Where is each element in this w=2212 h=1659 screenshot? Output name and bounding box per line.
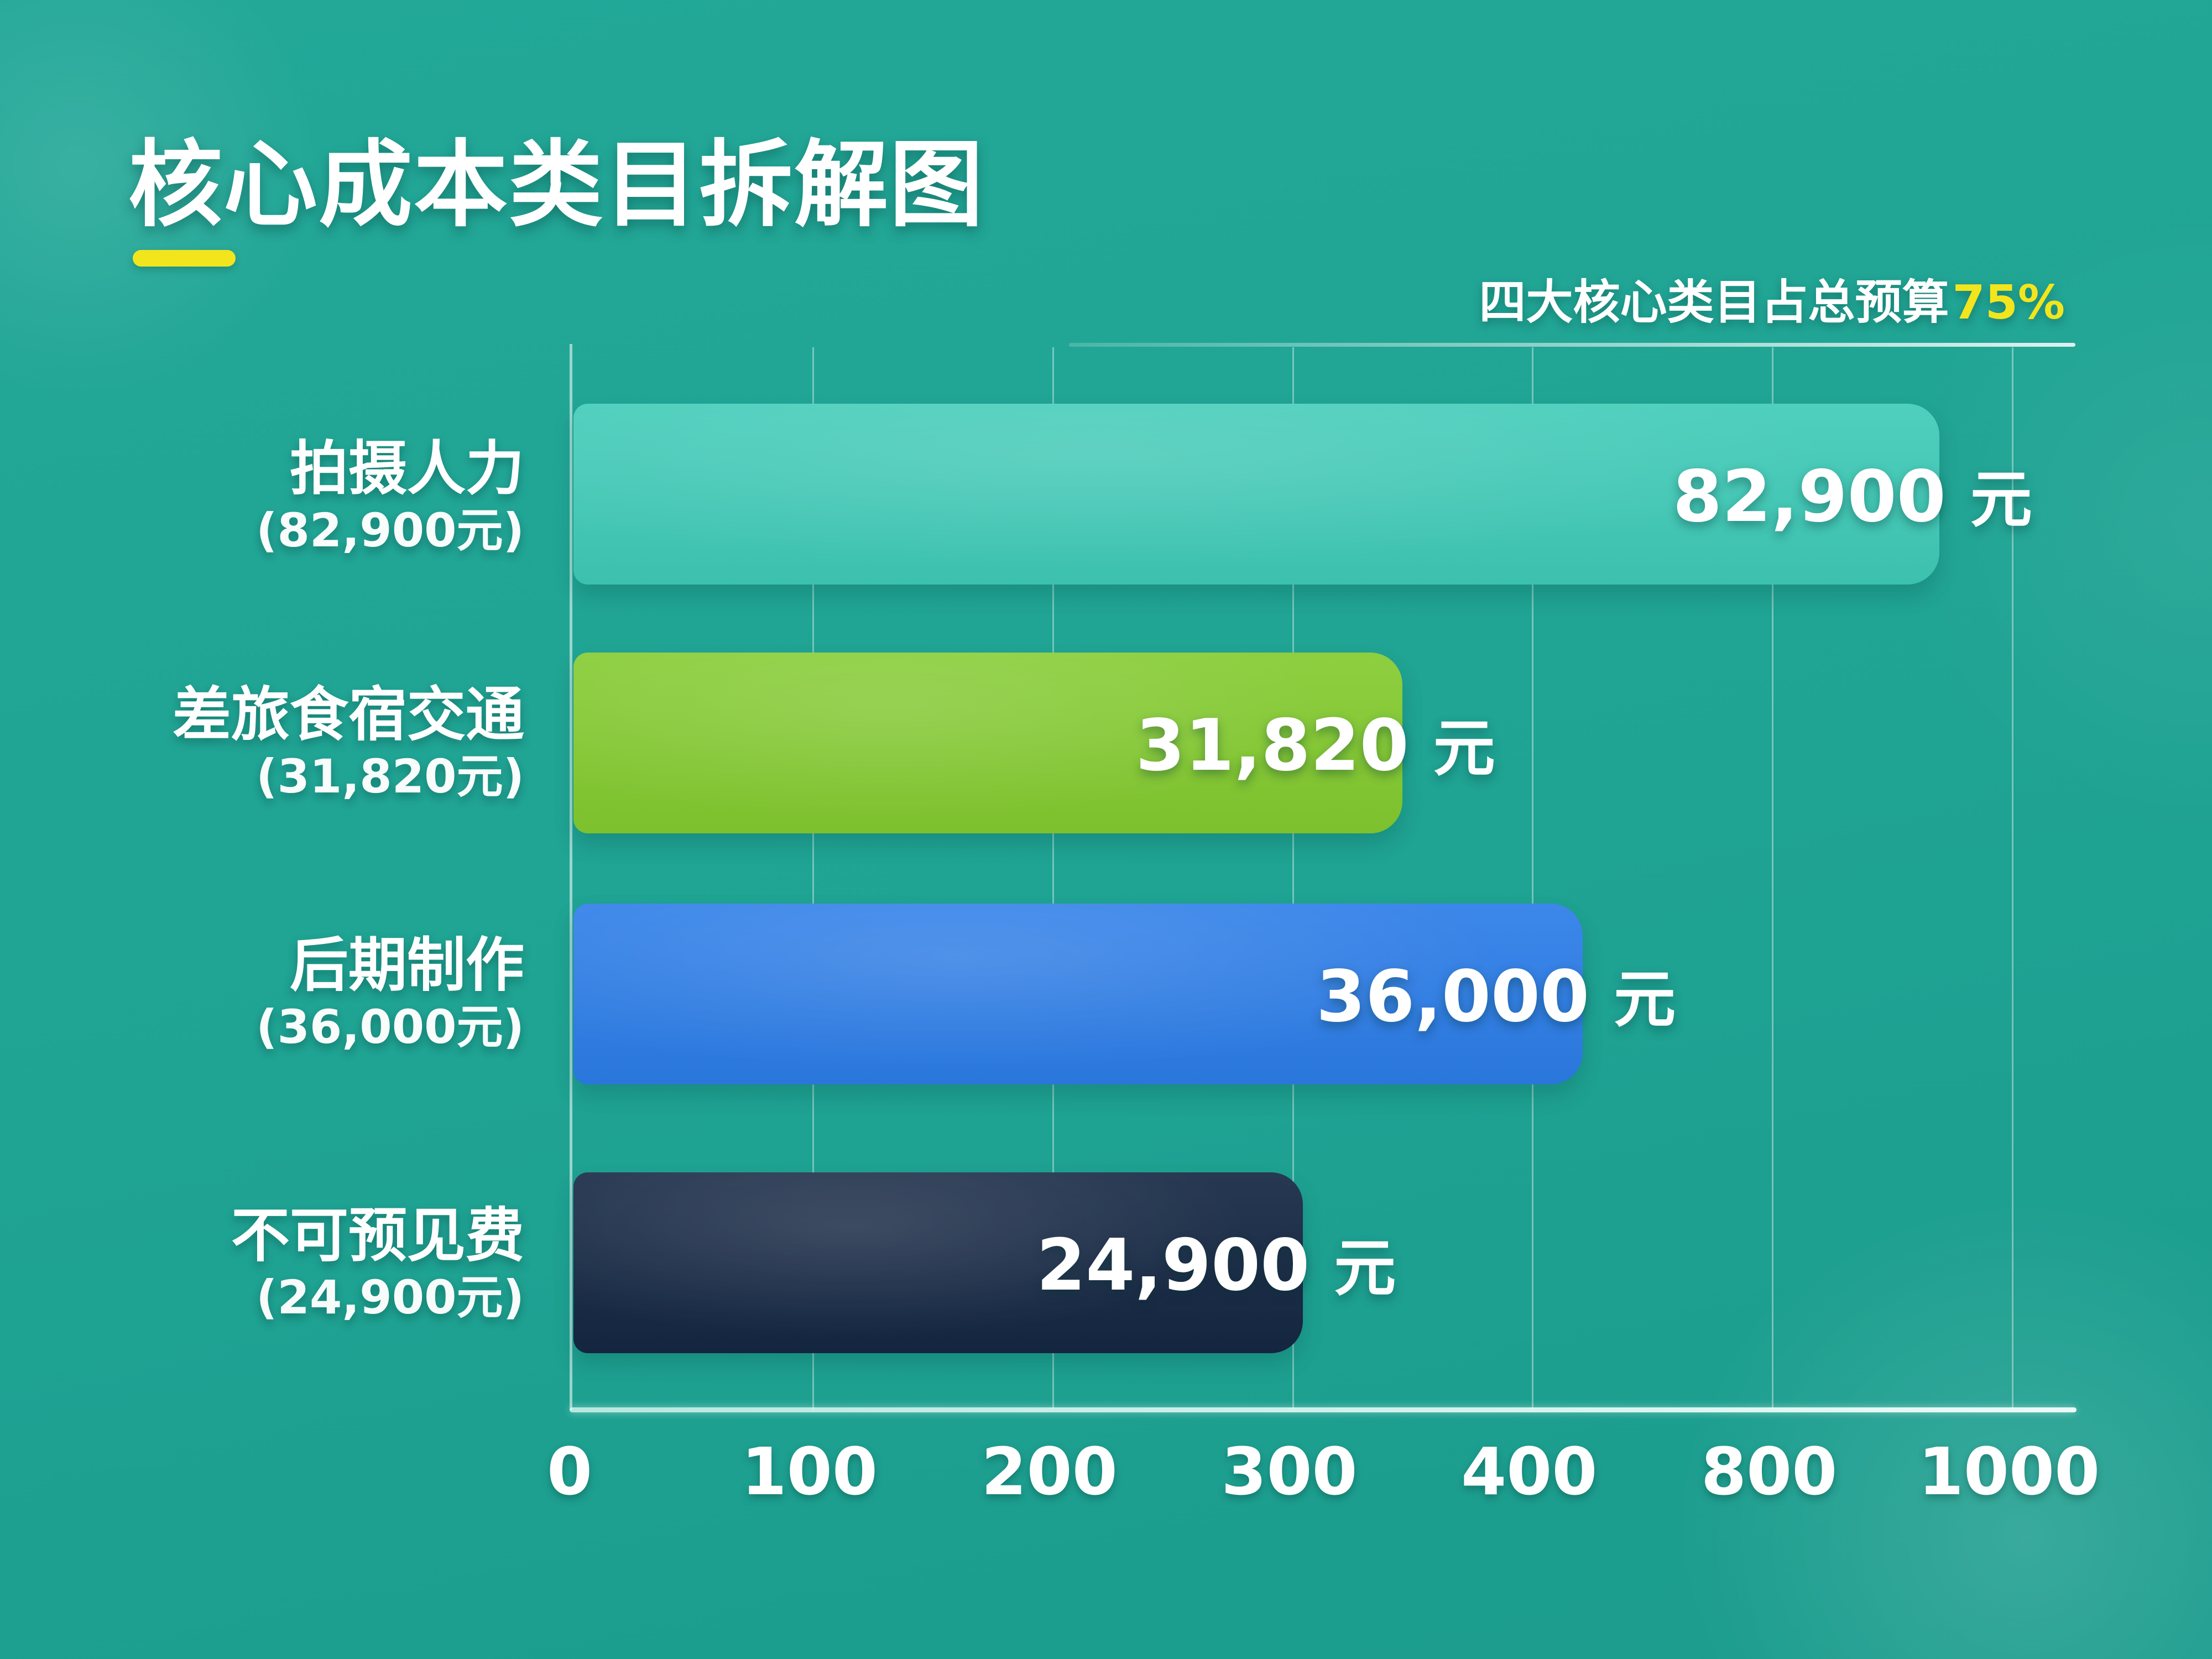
- bar-post-production: 36,000 元: [573, 904, 1676, 1084]
- bar-value-label: 36,000 元: [1316, 950, 1676, 1039]
- x-tick: 800: [1700, 1433, 1838, 1510]
- chart-plot-area: 82,900 元 31,820 元 36,000 元 24,900 元: [570, 343, 2077, 1412]
- bar-value-unit: 元: [1614, 963, 1676, 1036]
- page-title: 核心成本类目拆解图: [128, 131, 985, 240]
- category-amount: (82,900元): [256, 503, 524, 557]
- category-label-contingency: 不可预见费 (24,900元): [0, 1201, 524, 1325]
- bar-value-unit: 元: [1433, 712, 1495, 785]
- bar-travel-lodging: 31,820 元: [573, 653, 1495, 833]
- x-tick: 400: [1461, 1433, 1598, 1510]
- gridline: [812, 347, 814, 1409]
- gridline: [1532, 347, 1534, 1409]
- category-label-post-production: 后期制作 (36,000元): [0, 931, 524, 1055]
- x-axis-tick-labels: 0 100 200 300 400 800 1000: [547, 1433, 2100, 1516]
- category-name: 差旅食宿交通: [173, 680, 524, 749]
- category-label-travel-lodging: 差旅食宿交通 (31,820元): [0, 680, 524, 804]
- gridline: [1292, 347, 1294, 1409]
- annotation-text: 四大核心类目占总预算: [1479, 275, 1949, 330]
- plot-top-border: [1068, 343, 2075, 347]
- bar-value-label: 24,900 元: [1036, 1218, 1396, 1308]
- title-underline-accent: [133, 250, 236, 267]
- x-tick: 0: [546, 1433, 593, 1510]
- x-tick: 1000: [1918, 1433, 2100, 1510]
- x-tick: 200: [981, 1433, 1118, 1510]
- gridline: [2012, 347, 2013, 1409]
- bar-value-unit: 元: [1334, 1232, 1396, 1305]
- gridline: [1052, 347, 1054, 1409]
- bar-shooting-labor: 82,900 元: [573, 404, 2032, 585]
- bar-value-number: 31,820: [1135, 704, 1409, 787]
- category-label-shooting-labor: 拍摄人力 (82,900元): [0, 434, 524, 558]
- category-name: 不可预见费: [231, 1201, 524, 1270]
- bar-value-unit: 元: [1970, 463, 2032, 536]
- bar-value-number: 82,900: [1672, 455, 1946, 538]
- x-axis-baseline: [570, 1407, 2077, 1412]
- category-amount: (31,820元): [256, 749, 524, 804]
- x-tick: 300: [1221, 1433, 1358, 1510]
- x-tick: 100: [741, 1433, 878, 1510]
- bar-value-label: 31,820 元: [1136, 698, 1495, 788]
- bar-value-number: 24,900: [1036, 1224, 1310, 1307]
- bar-contingency: 24,900 元: [573, 1172, 1396, 1353]
- category-name: 后期制作: [290, 931, 524, 999]
- bar-value-number: 36,000: [1316, 955, 1590, 1038]
- budget-share-annotation: 四大核心类目占总预算75%: [1479, 264, 2065, 332]
- category-name: 拍摄人力: [290, 434, 524, 503]
- bar-value-label: 82,900 元: [1673, 450, 2032, 539]
- gridline: [1772, 347, 1774, 1409]
- category-amount: (24,900元): [256, 1270, 524, 1324]
- category-amount: (36,000元): [256, 999, 524, 1054]
- gridlines: [572, 344, 2013, 1410]
- annotation-percent: 75%: [1952, 275, 2065, 330]
